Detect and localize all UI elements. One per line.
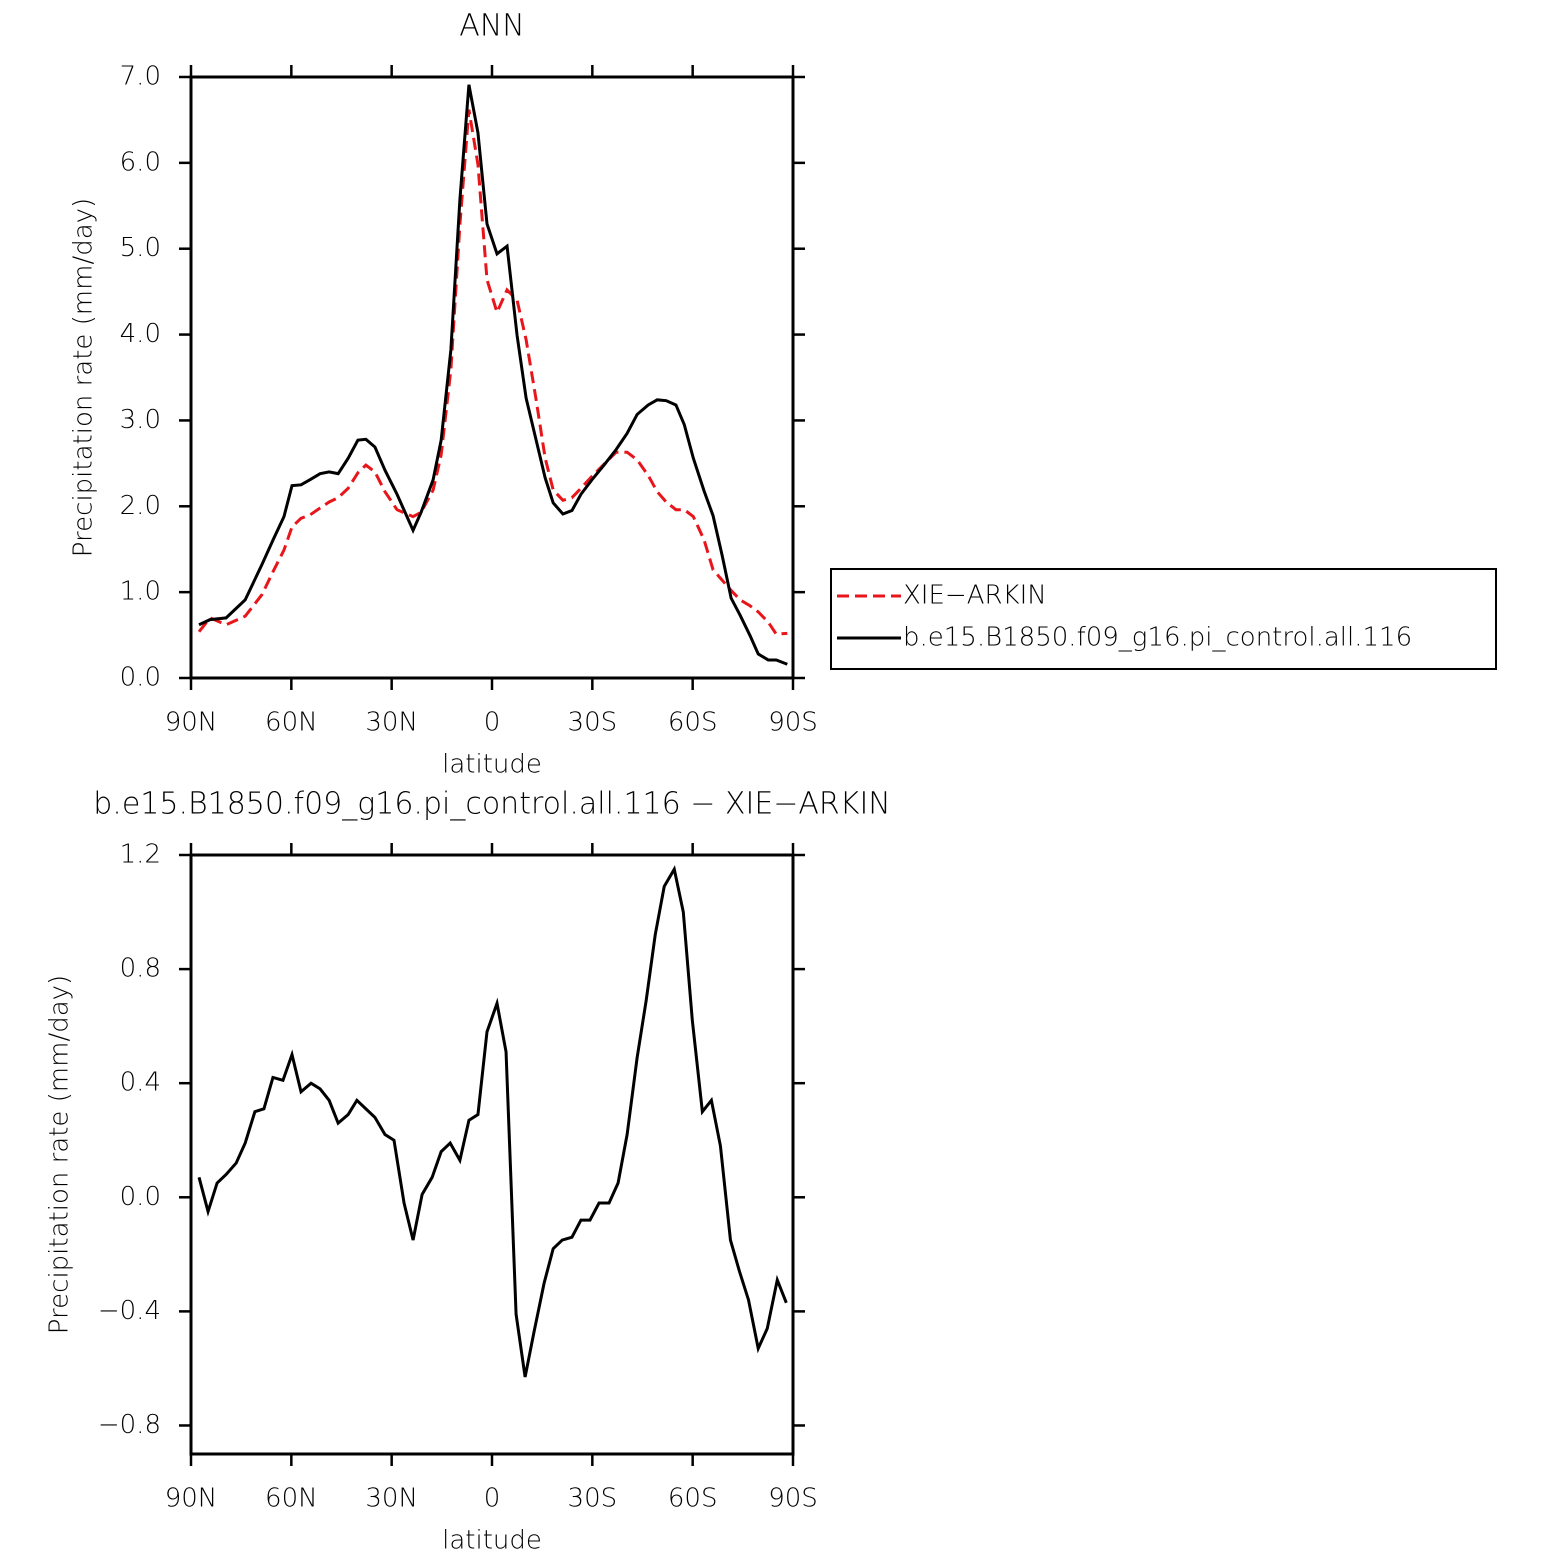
x-tick-label: 30S [568, 1484, 618, 1514]
data-line [197, 109, 788, 636]
y-tick-label: 0.4 [120, 1068, 161, 1098]
x-axis-label: latitude [442, 750, 542, 780]
y-axis-label: Precipitation rate (mm/day) [69, 198, 99, 557]
y-tick-label: 4.0 [120, 319, 161, 349]
y-tick-label: 7.0 [120, 62, 161, 92]
x-tick-label: 0 [484, 1484, 501, 1514]
data-line [197, 865, 788, 1378]
y-axis-label: Precipitation rate (mm/day) [45, 975, 75, 1334]
x-tick-label: 90N [165, 1484, 218, 1514]
y-tick-label: 2.0 [120, 491, 161, 521]
y-tick-label: −0.4 [98, 1296, 161, 1326]
y-tick-label: 0.0 [120, 1182, 161, 1212]
y-tick-label: 1.2 [120, 840, 161, 870]
chart-title: b.e15.B1850.f09_g16.pi_control.all.116 −… [93, 787, 891, 822]
legend-box [830, 568, 1497, 670]
x-tick-label: 60N [265, 708, 318, 738]
data-line [198, 84, 788, 666]
y-tick-label: 1.0 [120, 577, 161, 607]
y-tick-label: 6.0 [120, 147, 161, 177]
plot-frame [189, 853, 795, 1456]
legend-label: XIE−ARKIN [903, 581, 1047, 611]
x-axis-label: latitude [442, 1526, 542, 1556]
x-tick-label: 90S [768, 1484, 818, 1514]
y-tick-label: 0.0 [120, 663, 161, 693]
x-tick-label: 90N [165, 708, 218, 738]
legend-label: b.e15.B1850.f09_g16.pi_control.all.116 [903, 623, 1412, 653]
chart-title: ANN [459, 9, 524, 44]
y-tick-label: 0.8 [120, 954, 161, 984]
plot-frame [189, 75, 795, 680]
x-tick-label: 60S [668, 708, 718, 738]
x-tick-label: 90S [768, 708, 818, 738]
x-tick-label: 30N [365, 708, 418, 738]
x-tick-label: 60N [265, 1484, 318, 1514]
x-tick-label: 60S [668, 1484, 718, 1514]
y-tick-label: −0.8 [98, 1410, 161, 1440]
x-tick-label: 0 [484, 708, 501, 738]
y-tick-label: 3.0 [120, 405, 161, 435]
x-tick-label: 30S [568, 708, 618, 738]
x-tick-label: 30N [365, 1484, 418, 1514]
y-tick-label: 5.0 [120, 233, 161, 263]
